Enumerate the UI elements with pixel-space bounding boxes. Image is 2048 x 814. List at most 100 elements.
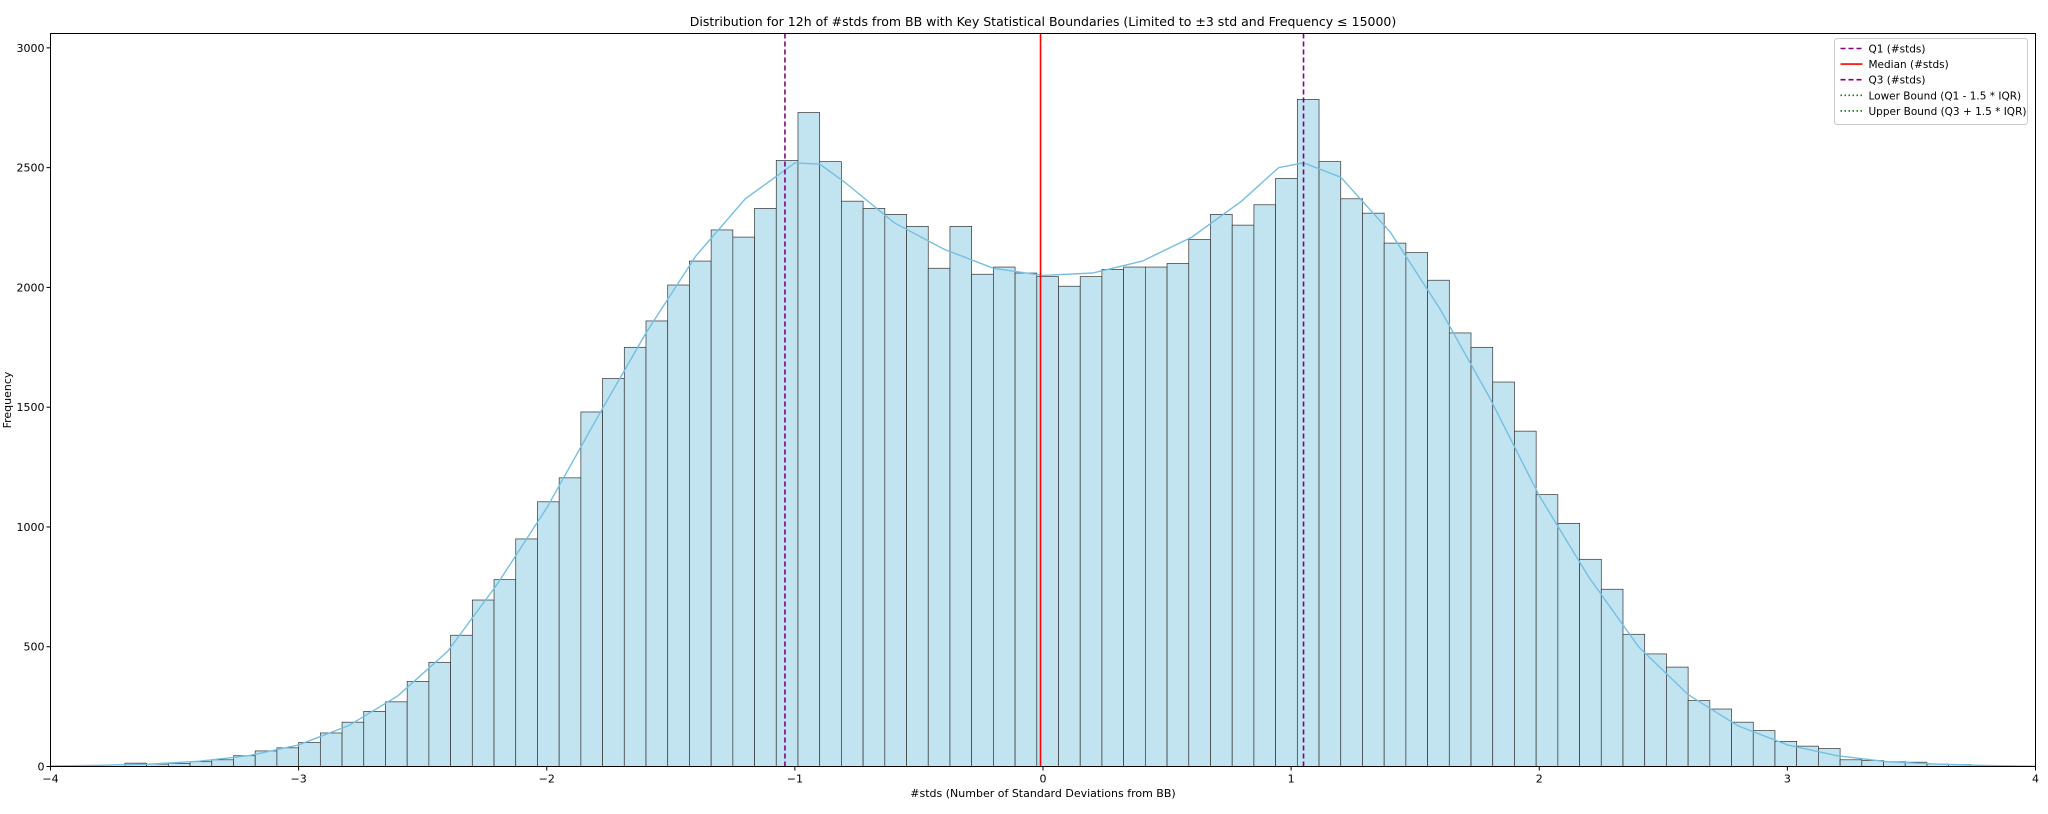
y-axis-label: Frequency (1, 371, 14, 428)
histogram-bar (493, 579, 517, 767)
histogram-bar (927, 267, 951, 767)
y-tick-label: 1500 (17, 401, 45, 414)
histogram-bar (689, 260, 712, 767)
x-tick-label: 0 (1040, 773, 1047, 786)
histogram-bar (1014, 272, 1038, 767)
x-tick-label: 4 (2032, 773, 2039, 786)
histogram-bar (1166, 263, 1190, 767)
histogram-bar (1818, 748, 1841, 767)
x-axis: −4 −3 −2 −1 0 1 2 3 4 (42, 766, 2039, 786)
histogram-bar (1600, 588, 1624, 767)
x-tick-label: 1 (1288, 773, 1295, 786)
histogram-bar (623, 346, 647, 767)
y-tick-label: 2500 (17, 162, 45, 175)
histogram-bar (1058, 285, 1081, 767)
histogram-bar (1687, 700, 1711, 767)
histogram-bar (298, 742, 321, 767)
histogram-bar (1839, 759, 1863, 767)
histogram-bar (1318, 161, 1342, 767)
histogram-bar (906, 225, 929, 767)
bars-layer (124, 99, 1971, 767)
histogram-bar (862, 208, 886, 767)
histogram-bar (319, 732, 343, 767)
histogram-bar (645, 320, 669, 767)
chart-title: Distribution for 12h of #stds from BB wi… (690, 14, 1397, 29)
y-tick-label: 1000 (17, 521, 45, 534)
histogram-bar (580, 411, 603, 767)
histogram-bar (841, 200, 864, 767)
histogram-bar (1514, 430, 1537, 767)
histogram-bar (797, 112, 821, 767)
histogram-bar (1145, 266, 1168, 767)
legend-label-lower-bound: Lower Bound (Q1 - 1.5 * IQR) (1869, 90, 2022, 102)
histogram-bar (1470, 346, 1494, 767)
legend-label-upper-bound: Upper Bound (Q3 + 1.5 * IQR) (1869, 106, 2027, 118)
histogram-bar (710, 229, 734, 767)
histogram-bar (1188, 239, 1211, 767)
x-tick-label: −1 (787, 773, 803, 786)
histogram-bar (428, 661, 451, 767)
x-tick-label: −3 (291, 773, 307, 786)
histogram-bar (1557, 523, 1580, 767)
histogram-bar (471, 599, 495, 767)
histogram-bar (1231, 224, 1255, 767)
histogram-bar (1101, 269, 1124, 767)
legend-label-q1: Q1 (#stds) (1869, 44, 1926, 56)
x-tick-label: −2 (539, 773, 555, 786)
histogram-bar (1340, 198, 1363, 767)
histogram-bar (1362, 212, 1385, 767)
histogram-bar (1666, 666, 1689, 767)
histogram-bar (1405, 252, 1428, 767)
legend-label-median: Median (#stds) (1869, 59, 1949, 71)
kde-layer (50, 162, 2036, 767)
histogram-bar (385, 701, 408, 767)
histogram-bar (450, 634, 473, 767)
histogram-bar (1774, 740, 1798, 767)
y-tick-label: 3000 (17, 42, 45, 55)
y-tick-label: 2000 (17, 281, 45, 294)
reference-lines-layer (784, 33, 1305, 767)
histogram-bar (1210, 214, 1233, 767)
histogram-bar (363, 711, 386, 767)
x-tick-label: 3 (1784, 773, 1791, 786)
legend: Q1 (#stds) Median (#stds) Q3 (#stds) Lower … (1834, 38, 2028, 125)
histogram-bar (406, 681, 430, 767)
histogram-bar (1427, 279, 1450, 767)
histogram-bar (1296, 99, 1320, 767)
histogram-bar (1079, 276, 1103, 767)
y-tick-label: 500 (24, 641, 45, 654)
histogram-bar (558, 477, 582, 767)
histogram-bar (189, 761, 213, 767)
histogram-bar (754, 208, 777, 767)
histogram-bar (515, 538, 538, 767)
histogram-bar (1383, 242, 1407, 767)
histogram-bar (1123, 266, 1146, 767)
kde-curve (50, 162, 2036, 767)
histogram-bar (732, 236, 755, 767)
histogram-bar (1535, 494, 1559, 767)
histogram-bar (884, 214, 907, 767)
histogram-bar (1275, 178, 1298, 767)
histogram-bar (1253, 204, 1276, 767)
histogram-bar (949, 225, 973, 767)
histogram-bar (1622, 633, 1646, 767)
histogram-bar (1448, 332, 1472, 767)
histogram-bar (971, 273, 994, 767)
legend-frame (1834, 38, 2028, 125)
histogram-bar (775, 160, 799, 767)
y-axis: 0 500 1000 1500 2000 2500 3000 (17, 42, 51, 774)
x-tick-label: −4 (42, 773, 58, 786)
histogram-bar (211, 759, 234, 767)
histogram-bar (341, 721, 365, 767)
histogram-bar (993, 266, 1016, 767)
y-tick-label: 0 (38, 761, 45, 774)
x-axis-label: #stds (Number of Standard Deviations fro… (910, 787, 1175, 800)
histogram-bar (276, 747, 299, 767)
histogram-bar (667, 284, 690, 767)
histogram-bar (602, 378, 625, 767)
x-tick-label: 2 (1536, 773, 1543, 786)
legend-label-q3: Q3 (#stds) (1869, 75, 1926, 87)
histogram-bar (1731, 721, 1754, 767)
